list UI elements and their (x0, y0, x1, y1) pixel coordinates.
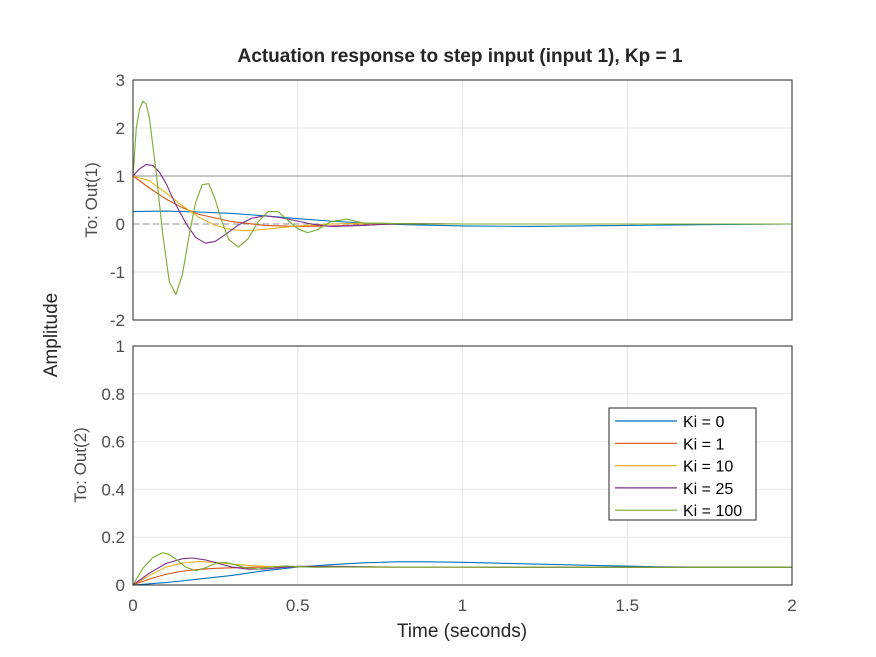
subplot-out1-frame (132, 79, 793, 321)
legend-entry-label: Ki = 25 (683, 481, 733, 498)
subplot-out2-y-tick-label: 0.8 (101, 385, 125, 404)
legend-entry-label: Ki = 100 (683, 503, 742, 520)
legend-entry-label: Ki = 1 (683, 436, 724, 453)
subplot-out2-series-line (132, 552, 793, 586)
x-tick-label: 0 (128, 596, 137, 615)
subplot-out1-y-tick-label: -2 (110, 311, 125, 330)
x-tick-label: 2 (787, 596, 796, 615)
subplot-out1-series (132, 100, 793, 296)
subplot-out2-y-tick-label: 0 (116, 576, 125, 595)
legend-box (608, 407, 757, 521)
subplot-out1-y-tick-label: 1 (116, 167, 125, 186)
subplot-out2-y-tick-label: 0.4 (101, 480, 125, 499)
x-tick-label: 1 (458, 596, 467, 615)
subplot-out1-series-line (132, 100, 793, 296)
x-tick-label: 1.5 (615, 596, 639, 615)
subplot-out1-y-tick-label: 0 (116, 215, 125, 234)
subplot-out1-ylabel: To: Out(1) (82, 162, 101, 238)
subplot-out2-series (132, 552, 793, 586)
subplot-out2-y-tick-label: 1 (116, 337, 125, 356)
subplot-out1-series-line (132, 163, 793, 244)
subplot-out2-y-ticks: 0 0.2 0.4 0.6 0.8 1 (101, 337, 125, 595)
subplot-out2-y-tick-label: 0.6 (101, 433, 125, 452)
subplot-out2-y-tick-label: 0.2 (101, 528, 125, 547)
legend-entry-label: Ki = 0 (683, 414, 724, 431)
subplot-out1-y-tick-label: 2 (116, 119, 125, 138)
subplot-out1-y-tick-label: 3 (116, 71, 125, 90)
x-axis-label: Time (seconds) (397, 621, 527, 642)
legend-entry-label: Ki = 10 (683, 459, 733, 476)
subplot-out1-series-line (132, 210, 793, 227)
subplot-out1-reference-lines (133, 175, 792, 225)
x-tick-label: 0.5 (286, 596, 310, 615)
subplot-out2-frame (132, 345, 793, 586)
subplot-out2-series-line (132, 561, 793, 586)
chart-title: Actuation response to step input (input … (238, 46, 683, 67)
y-axis-label: Amplitude (41, 293, 62, 378)
subplot-out2-ylabel: To: Out(2) (71, 427, 90, 503)
legend: Ki = 0 Ki = 1 Ki = 10 Ki = 25 Ki = 100 (608, 407, 757, 521)
subplot-out1: -2 -1 0 1 2 3 To: Out(1) (82, 71, 793, 330)
subplot-out1-y-ticks: -2 -1 0 1 2 3 (110, 71, 125, 330)
x-ticks: 0 0.5 1 1.5 2 (128, 596, 796, 615)
subplot-out1-y-tick-label: -1 (110, 263, 125, 282)
